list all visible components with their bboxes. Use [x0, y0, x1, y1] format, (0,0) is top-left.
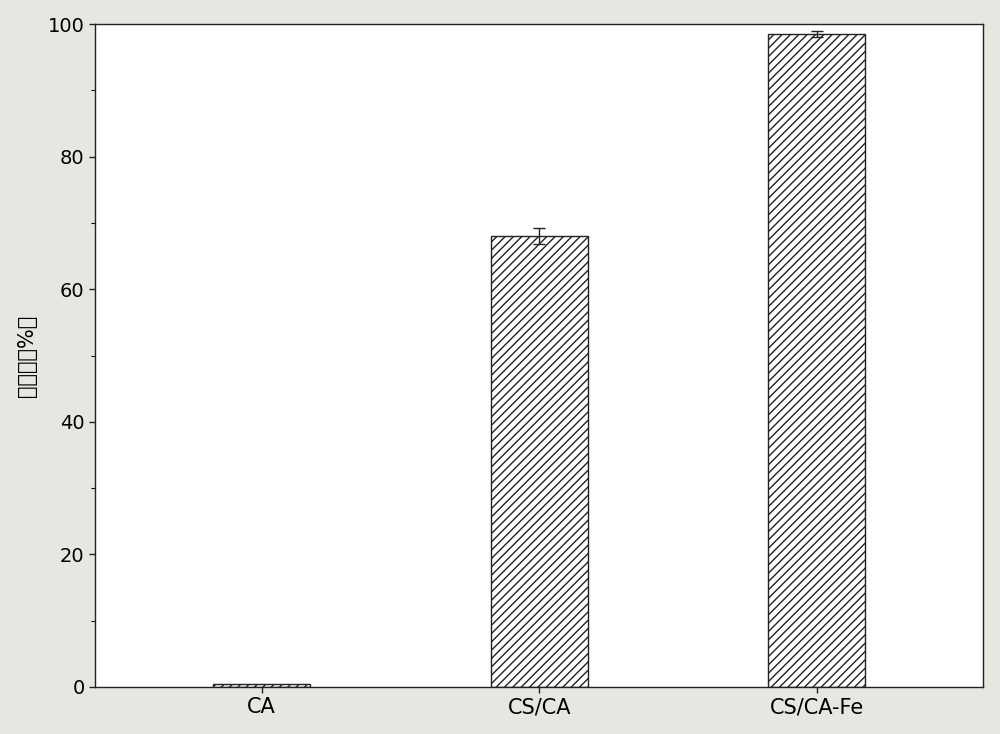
Y-axis label: 去除率（%）: 去除率（%） — [17, 314, 37, 396]
Bar — [768, 34, 865, 687]
Bar — [213, 683, 310, 687]
Bar — [491, 236, 588, 687]
